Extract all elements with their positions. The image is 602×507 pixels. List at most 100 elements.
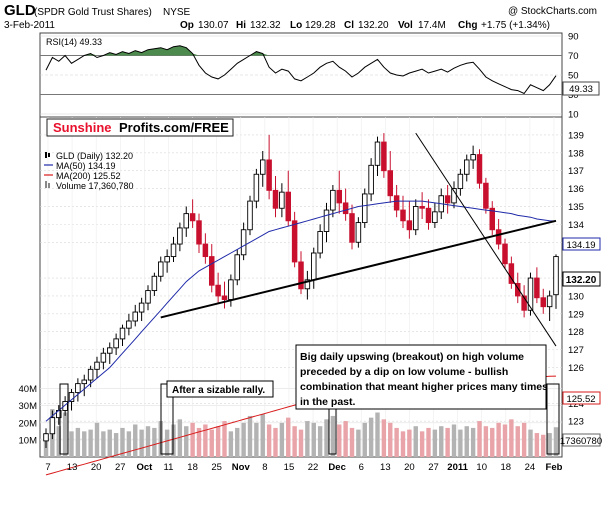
- candle-body: [285, 191, 292, 222]
- date-tick-label: 7: [45, 462, 50, 473]
- volume-bar: [196, 427, 202, 457]
- candle-body: [106, 347, 113, 354]
- candle-body: [432, 211, 438, 224]
- candles: [43, 133, 559, 449]
- candle-body: [489, 207, 496, 231]
- candle-body: [119, 327, 126, 340]
- date-tick-label: 24: [525, 462, 536, 473]
- annotation-rally: After a sizable rally.: [166, 380, 274, 398]
- volume-bar: [247, 415, 253, 457]
- close-value: 132.20: [358, 20, 389, 31]
- annotation-breakout-line: in the past.: [300, 396, 356, 408]
- volume-bar: [330, 415, 336, 457]
- rsi-overbought-fill: [46, 45, 556, 56]
- volume-bar: [190, 422, 195, 457]
- volume-bar: [483, 426, 489, 457]
- candle-body: [240, 229, 247, 256]
- candle-body: [342, 202, 349, 215]
- last-price-badge-box: [562, 271, 601, 287]
- legend-volume: Volume 17,360,780: [56, 181, 134, 191]
- volume-bar: [94, 422, 100, 457]
- candle-body: [221, 295, 228, 300]
- date-tick-label: 22: [308, 462, 319, 473]
- low-value: 129.28: [305, 20, 336, 31]
- date-tick-label: 8: [262, 462, 267, 473]
- volume-bar: [254, 422, 259, 457]
- date-tick-label: 13: [380, 462, 391, 473]
- volume-bar: [62, 412, 68, 457]
- rsi-tick-label: 50: [568, 71, 579, 82]
- volume-bar: [400, 431, 406, 457]
- annotation-breakout-box: [295, 344, 547, 410]
- brand-part1: Sunshine: [53, 120, 112, 135]
- candle-body: [368, 164, 374, 195]
- volume-bar: [279, 422, 285, 457]
- volume-bar: [292, 426, 297, 457]
- volume-tick-label: 10M: [19, 435, 38, 446]
- change-label: Chg: [458, 20, 477, 31]
- volume-bar: [337, 424, 342, 457]
- candle-body: [457, 173, 464, 190]
- candle-body: [470, 154, 476, 161]
- volume-bar: [451, 424, 457, 457]
- candle-body: [253, 173, 260, 202]
- volume-bar: [458, 429, 463, 457]
- volume-key-icon: [45, 181, 47, 188]
- price-tick-label: 139: [568, 130, 584, 141]
- candle-body: [138, 302, 145, 313]
- ticker-symbol: GLD: [4, 2, 36, 19]
- exchange-label: NYSE: [163, 7, 191, 18]
- volume-badge: 17360780: [560, 436, 602, 447]
- date-tick-label: 25: [211, 462, 222, 473]
- annotation-rally-text: After a sizable rally.: [172, 385, 265, 396]
- volume-bar: [426, 427, 431, 457]
- date-tick-label: Dec: [328, 462, 345, 473]
- quote-line: Op 130.07 Hi 132.32 Lo 129.28 Cl 132.20 …: [180, 20, 550, 31]
- date-tick-label: 15: [284, 462, 295, 473]
- volume-bar: [311, 422, 316, 457]
- highlight-box-feb: [546, 383, 560, 455]
- highlight-box-sep: [59, 383, 69, 455]
- volume-bar: [362, 422, 367, 457]
- price-tick-label: 136: [568, 184, 584, 195]
- volume-bar: [388, 422, 393, 457]
- candle-body: [311, 252, 317, 281]
- volume-axis: 40M 30M 20M 10M: [19, 384, 38, 446]
- volume-bar: [126, 431, 132, 457]
- candle-body: [247, 200, 253, 231]
- candle-body: [126, 320, 132, 329]
- candle-body: [94, 361, 100, 370]
- legend-gld: GLD (Daily) 132.20: [56, 151, 133, 161]
- candle-body: [362, 193, 368, 224]
- volume-bar: [317, 426, 323, 457]
- candle-body: [298, 261, 304, 290]
- price-tick-label: 123: [568, 417, 584, 428]
- candle-body: [177, 227, 183, 245]
- price-legend: GLD (Daily) 132.20 MA(50) 134.19 MA(200)…: [44, 151, 134, 191]
- last-price-badge: 132.20: [566, 275, 597, 286]
- candle-body: [208, 256, 215, 286]
- candle-body: [502, 243, 508, 265]
- candle-body: [304, 279, 311, 290]
- volume-bar: [407, 429, 412, 457]
- candle-body: [215, 284, 221, 297]
- candle-body: [164, 256, 170, 263]
- annotation-breakout-line: preceded by a dip on low volume - bullis…: [300, 366, 508, 378]
- volume-bar: [502, 424, 508, 457]
- candle-body: [374, 141, 381, 166]
- volume-bar: [515, 426, 520, 457]
- volume-bar: [432, 429, 438, 457]
- volume-bar: [305, 421, 310, 457]
- candle-body: [68, 392, 75, 402]
- volume-bar: [470, 427, 476, 457]
- ma50-badge-box: [562, 237, 601, 251]
- volume-bar: [222, 421, 227, 457]
- volume-bar: [235, 427, 240, 457]
- candle-body: [393, 195, 400, 211]
- volume-bar: [215, 426, 221, 457]
- price-tick-label: 134: [568, 220, 584, 231]
- volume-bar: [343, 421, 348, 457]
- price-tick-label: 130: [568, 291, 584, 302]
- volume-bar: [139, 429, 144, 457]
- rsi-value-badge-box: [562, 81, 600, 96]
